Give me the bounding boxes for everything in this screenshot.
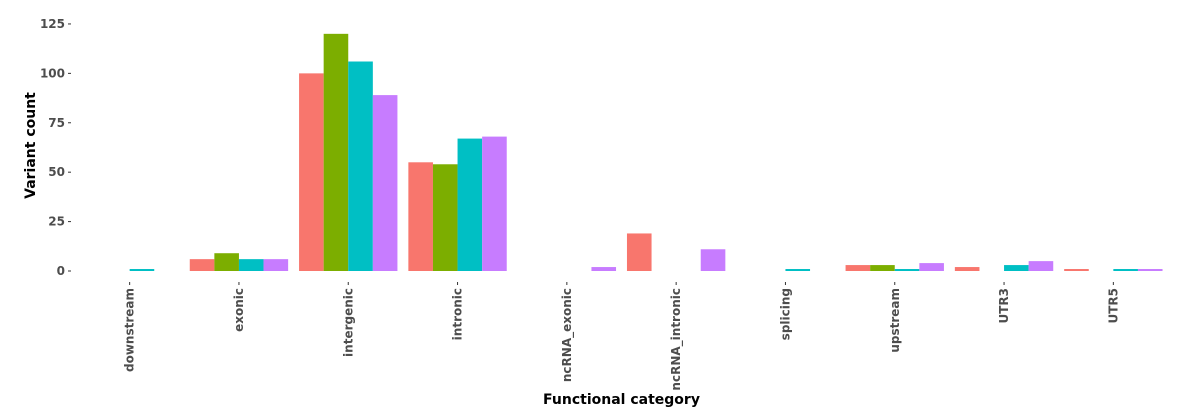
x-axis: downstream exonic intergenic intronic ncRNA_…	[123, 282, 1120, 391]
bar-intronic-2	[457, 138, 483, 271]
bars	[129, 33, 1163, 272]
bar-UTR3-3	[1028, 261, 1054, 271]
x-tick-label: splicing	[778, 288, 792, 340]
bar-UTR5-3	[1137, 269, 1163, 271]
y-axis: 0 25 50 75 100 125	[40, 17, 71, 278]
y-tick-label: 0	[57, 264, 65, 278]
y-tick-label: 75	[48, 116, 65, 130]
bar-intronic-3	[482, 136, 507, 271]
y-tick-label: 25	[48, 215, 65, 229]
bar-ncRNA_intronic-0	[626, 233, 652, 271]
x-tick-label: intronic	[451, 288, 465, 340]
bar-downstream-2	[129, 269, 155, 271]
bar-ncRNA_intronic-3	[700, 249, 726, 271]
x-tick-label: UTR3	[997, 288, 1011, 324]
bar-splicing-2	[785, 269, 811, 271]
bar-exonic-1	[214, 253, 239, 271]
x-axis-title: Functional category	[543, 392, 700, 408]
bar-ncRNA_exonic-3	[591, 267, 617, 271]
bar-UTR3-2	[1004, 265, 1029, 271]
bar-intergenic-1	[323, 33, 349, 272]
bar-exonic-2	[238, 259, 264, 271]
x-tick-label: UTR5	[1106, 288, 1120, 324]
bar-UTR3-0	[954, 267, 980, 271]
bar-UTR5-2	[1113, 269, 1138, 271]
y-tick-label: 50	[48, 165, 65, 179]
y-axis-title: Variant count	[23, 92, 39, 199]
x-tick-label: ncRNA_intronic	[669, 288, 684, 391]
bar-intronic-1	[432, 164, 458, 271]
bar-upstream-2	[894, 269, 920, 271]
bar-UTR5-0	[1064, 269, 1089, 271]
x-tick-label: intergenic	[341, 288, 355, 357]
y-tick-label: 100	[40, 66, 65, 80]
x-tick-label: upstream	[888, 288, 902, 353]
y-tick-label: 125	[40, 17, 65, 31]
bar-exonic-0	[189, 259, 215, 271]
bar-intergenic-3	[372, 95, 398, 272]
x-tick-label: exonic	[232, 288, 246, 332]
x-tick-label: downstream	[123, 288, 137, 372]
bar-upstream-3	[919, 263, 944, 271]
bar-intergenic-2	[348, 61, 373, 271]
bar-upstream-1	[870, 265, 895, 271]
bar-exonic-3	[263, 259, 289, 271]
x-tick-label: ncRNA_exonic	[560, 288, 575, 382]
bar-intergenic-0	[299, 73, 324, 271]
bar-intronic-0	[408, 162, 433, 271]
bar-upstream-0	[845, 265, 871, 271]
